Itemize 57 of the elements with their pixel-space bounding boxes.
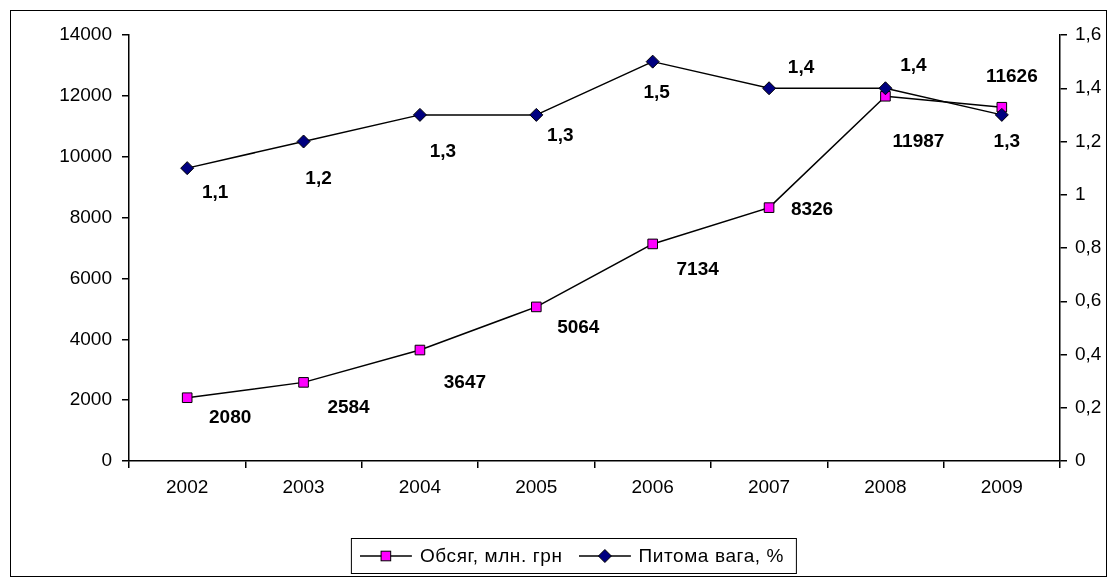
y2-tick-label: 0,4 — [1075, 342, 1102, 364]
y-tick-label: 8000 — [69, 205, 112, 227]
x-tick-label: 2008 — [864, 475, 907, 497]
y2-tick-label: 1 — [1075, 182, 1086, 204]
x-tick-label: 2004 — [398, 475, 442, 497]
y2-tick-label: 1,6 — [1075, 23, 1102, 45]
data-label: 2080 — [209, 405, 252, 427]
data-label: 2584 — [327, 395, 371, 417]
y-tick-label: 2000 — [69, 388, 112, 410]
point — [412, 107, 427, 122]
x-tick-label: 2006 — [631, 475, 674, 497]
point — [531, 301, 542, 313]
point — [647, 238, 658, 250]
data-label: 3647 — [443, 371, 487, 393]
point — [878, 81, 893, 96]
data-label: 1,3 — [429, 140, 457, 162]
point — [296, 134, 311, 149]
data-label: 11626 — [985, 65, 1038, 87]
data-label: 11987 — [892, 130, 945, 152]
x-tick-label: 2002 — [166, 475, 209, 497]
y2-tick-label: 0 — [1075, 449, 1086, 471]
y2-tick-label: 1,4 — [1075, 76, 1102, 98]
legend-label: Питома вага, % — [638, 545, 785, 567]
x-tick-label: 2005 — [515, 475, 558, 497]
y2-tick-label: 0,6 — [1075, 289, 1102, 311]
data-label: 8326 — [790, 197, 834, 219]
y2-tick-label: 0,2 — [1075, 395, 1102, 417]
point — [645, 54, 660, 69]
data-label: 1,4 — [900, 54, 928, 76]
point — [298, 377, 309, 388]
point — [763, 202, 775, 213]
data-label: 1,5 — [643, 80, 671, 102]
point — [180, 161, 195, 176]
data-label: 1,4 — [787, 56, 815, 78]
x-tick-label: 2003 — [282, 475, 325, 497]
data-label: 7134 — [676, 258, 720, 280]
y2-tick-label: 0,8 — [1075, 236, 1102, 258]
y-tick-label: 14000 — [59, 23, 112, 45]
y2-tick-label: 1,2 — [1075, 129, 1102, 151]
data-label: 1,3 — [993, 130, 1021, 152]
data-label: 5064 — [557, 316, 600, 338]
data-label: 1,1 — [201, 181, 229, 203]
y-tick-label: 0 — [101, 449, 112, 471]
point — [994, 107, 1009, 122]
x-tick-label: 2007 — [747, 475, 791, 497]
y-tick-label: 12000 — [59, 84, 112, 106]
point — [414, 344, 426, 356]
legend-label: Обсяг, млн. грн — [419, 545, 563, 567]
data-label: 1,3 — [547, 124, 574, 146]
point — [181, 392, 193, 404]
x-tick-label: 2009 — [980, 475, 1023, 497]
y-tick-label: 4000 — [69, 327, 112, 349]
point — [529, 107, 544, 122]
y-tick-label: 10000 — [59, 144, 112, 166]
data-label: 1,2 — [305, 166, 332, 188]
point — [762, 81, 777, 96]
y-tick-label: 6000 — [69, 266, 112, 288]
